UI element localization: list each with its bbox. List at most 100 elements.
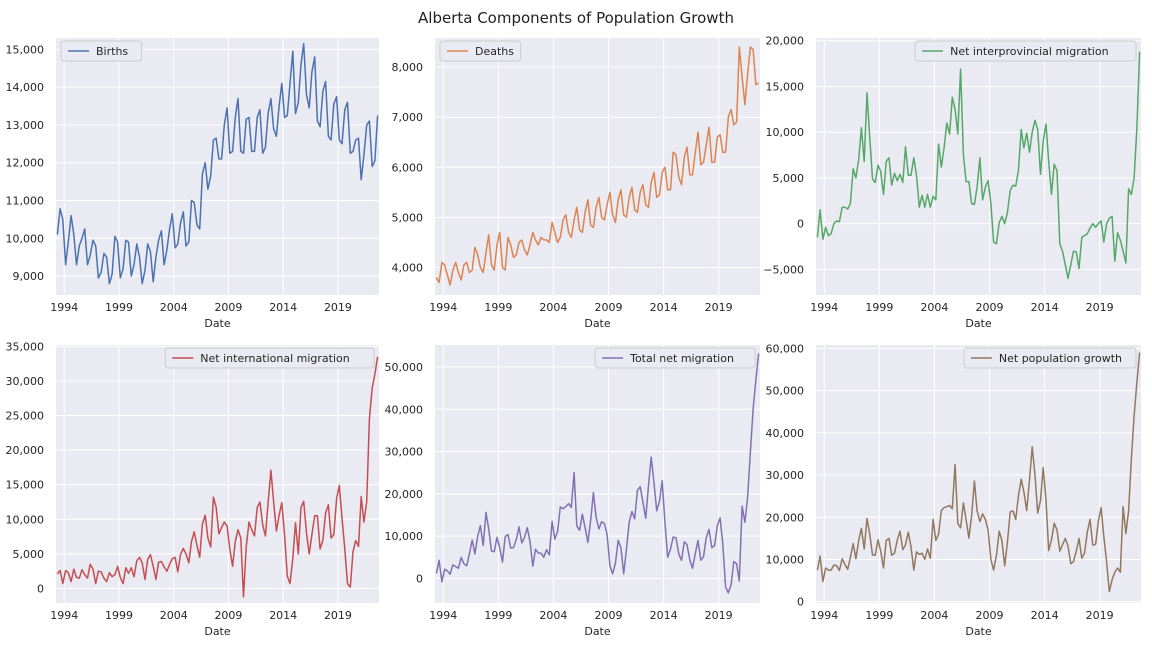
x-axis-label: Date (965, 625, 992, 638)
y-tick-label: 10,000 (766, 554, 805, 567)
x-tick-label: 2009 (214, 609, 242, 622)
y-tick-label: 4,000 (392, 261, 424, 274)
y-tick-label: 15,000 (6, 43, 45, 56)
figure-title: Alberta Components of Population Growth (418, 9, 734, 27)
y-tick-label: 10,000 (766, 126, 805, 139)
y-tick-label: 8,000 (392, 61, 424, 74)
y-tick-label: 20,000 (6, 444, 45, 457)
x-tick-label: 2009 (976, 609, 1004, 622)
x-tick-label: 1999 (484, 609, 512, 622)
plot-background (435, 38, 760, 295)
y-tick-label: 10,000 (6, 513, 45, 526)
x-tick-label: 2004 (160, 609, 188, 622)
plot-background (56, 38, 379, 295)
x-tick-label: 2019 (324, 609, 352, 622)
x-tick-label: 2009 (595, 609, 623, 622)
y-tick-label: 5,000 (13, 548, 45, 561)
panel-net-interprovincial-migration: −5,000 0 5,000 10,000 15,000 20,000 1994 1999 20… (763, 35, 1141, 330)
x-tick-label: 2004 (539, 609, 567, 622)
y-tick-label: 0 (416, 572, 423, 585)
x-tick-label: 1999 (865, 609, 893, 622)
series-line (816, 51, 1141, 280)
y-tick-label: −5,000 (763, 263, 804, 276)
x-tick-label: 2004 (920, 609, 948, 622)
legend-label: Total net migration (629, 352, 734, 365)
x-tick-label: 2019 (1086, 609, 1114, 622)
x-tick-label: 1999 (484, 301, 512, 314)
y-tick-label: 30,000 (766, 469, 805, 482)
x-tick-label: 2019 (705, 301, 733, 314)
panel-net-international-migration: 0 5,000 10,000 15,000 20,000 25,000 30,000 35,0… (6, 340, 379, 638)
x-tick-label: 1994 (429, 609, 457, 622)
y-tick-label: 0 (37, 582, 44, 595)
panel-net-population-growth: 0 10,000 20,000 30,000 40,000 50,000 60,000 199… (766, 342, 1141, 638)
x-tick-label: 1994 (50, 609, 78, 622)
x-tick-label: 2009 (976, 301, 1004, 314)
y-tick-label: 20,000 (385, 488, 424, 501)
legend-box (164, 347, 375, 369)
x-axis-label: Date (584, 625, 611, 638)
y-tick-label: 0 (797, 596, 804, 609)
plot-background (816, 345, 1141, 603)
y-tick-label: 40,000 (385, 403, 424, 416)
legend-label: Net international migration (200, 352, 349, 365)
series-line (435, 353, 760, 594)
panel-deaths: 4,000 5,000 6,000 7,000 8,000 1994 1999 2004 200… (392, 38, 760, 330)
y-tick-label: 25,000 (6, 410, 45, 423)
x-tick-label: 2014 (1031, 301, 1059, 314)
x-tick-label: 2004 (160, 301, 188, 314)
y-tick-label: 11,000 (6, 195, 45, 208)
y-tick-label: 40,000 (766, 427, 805, 440)
plot-background (56, 345, 379, 603)
x-tick-label: 2019 (1086, 301, 1114, 314)
y-tick-label: 30,000 (385, 446, 424, 459)
legend-label: Births (96, 45, 128, 58)
x-axis-label: Date (965, 317, 992, 330)
plot-background (435, 345, 760, 603)
y-tick-label: 12,000 (6, 157, 45, 170)
y-tick-label: 0 (797, 218, 804, 231)
y-tick-label: 5,000 (773, 172, 805, 185)
x-tick-label: 2004 (920, 301, 948, 314)
y-tick-label: 14,000 (6, 81, 45, 94)
x-tick-label: 2019 (324, 301, 352, 314)
legend-label: Deaths (475, 45, 514, 58)
series-line (435, 46, 759, 286)
y-tick-label: 15,000 (766, 80, 805, 93)
x-tick-label: 2004 (539, 301, 567, 314)
x-tick-label: 2014 (650, 609, 678, 622)
x-tick-label: 1999 (105, 301, 133, 314)
x-tick-label: 2009 (595, 301, 623, 314)
x-tick-label: 1994 (429, 301, 457, 314)
legend-label: Net interprovincial migration (950, 45, 1108, 58)
legend-box (60, 40, 143, 62)
x-tick-label: 2014 (269, 301, 297, 314)
x-axis-label: Date (204, 625, 231, 638)
x-tick-label: 2019 (705, 609, 733, 622)
x-tick-label: 1994 (810, 301, 838, 314)
x-tick-label: 2014 (269, 609, 297, 622)
series-line (56, 356, 379, 598)
series-line (816, 352, 1141, 593)
x-tick-label: 2014 (650, 301, 678, 314)
x-tick-label: 1999 (105, 609, 133, 622)
x-tick-label: 1994 (50, 301, 78, 314)
y-tick-label: 6,000 (392, 161, 424, 174)
y-tick-label: 7,000 (392, 111, 424, 124)
legend-box (439, 40, 522, 62)
y-tick-label: 50,000 (385, 361, 424, 374)
legend-box (963, 347, 1137, 369)
y-tick-label: 35,000 (6, 340, 45, 353)
series-line (56, 42, 379, 285)
x-axis-label: Date (584, 317, 611, 330)
legend-box (914, 40, 1137, 62)
y-tick-label: 20,000 (766, 35, 805, 48)
y-tick-label: 13,000 (6, 119, 45, 132)
x-tick-label: 1999 (865, 301, 893, 314)
y-tick-label: 5,000 (392, 211, 424, 224)
y-tick-label: 60,000 (766, 342, 805, 355)
y-tick-label: 20,000 (766, 511, 805, 524)
legend-label: Net population growth (999, 352, 1122, 365)
x-axis-label: Date (204, 317, 231, 330)
